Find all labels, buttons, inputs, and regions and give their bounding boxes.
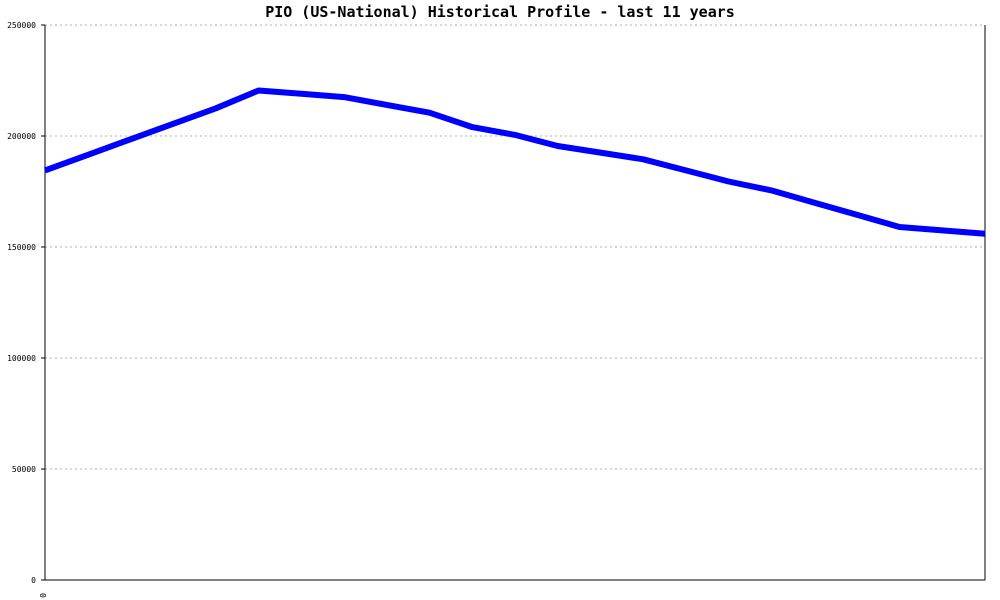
y-tick-label: 0 (31, 576, 36, 585)
chart-title: PIO (US-National) Historical Profile - l… (265, 3, 735, 21)
y-tick-label: 50000 (12, 465, 36, 474)
y-tick-label: 200000 (7, 132, 36, 141)
y-tick-label: 250000 (7, 21, 36, 30)
x-tick-labels: 0 (38, 593, 47, 598)
y-tick-label: 150000 (7, 243, 36, 252)
series-line (43, 87, 986, 237)
y-tick-label: 100000 (7, 354, 36, 363)
grid-lines (45, 24, 985, 470)
y-tick-labels: 0 50000 100000 150000 200000 250000 (7, 21, 45, 585)
series-layer (43, 87, 986, 237)
axes (44, 25, 986, 581)
x-tick-label: 0 (38, 593, 47, 598)
